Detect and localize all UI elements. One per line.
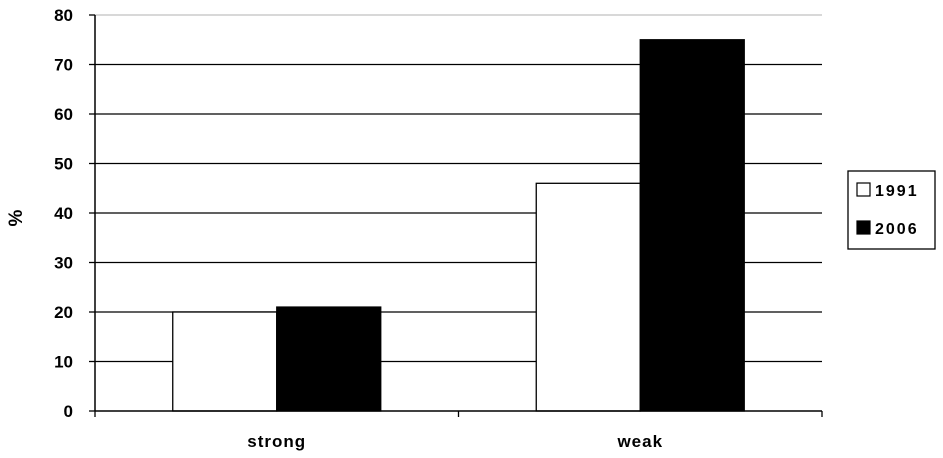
bar-weak-2006 <box>639 39 745 412</box>
y-tick-label: 10 <box>54 353 73 372</box>
legend-box <box>847 170 936 250</box>
y-tick-label: 20 <box>54 303 73 322</box>
y-tick-label: 30 <box>54 254 73 273</box>
bar-strong-2006 <box>276 306 382 412</box>
y-tick-label: 80 <box>54 6 73 25</box>
y-axis-label: % <box>6 209 27 226</box>
y-tick-label: 50 <box>54 155 73 174</box>
y-tick-label: 70 <box>54 56 73 75</box>
legend-swatch-1991 <box>856 182 871 197</box>
x-tick-label: strong <box>247 432 306 451</box>
axes <box>89 14 823 417</box>
legend-label: 1991 <box>875 183 919 200</box>
x-tick-labels: strong weak <box>247 432 663 451</box>
y-tick-label: 40 <box>54 204 73 223</box>
legend: 1991 2006 <box>847 170 936 250</box>
y-tick-labels: 0 10 20 30 40 50 60 70 80 <box>54 6 73 421</box>
x-tick-label: weak <box>616 432 663 451</box>
y-tick-label: 0 <box>64 402 73 421</box>
bar-weak-1991 <box>535 182 641 412</box>
bar-strong-1991 <box>172 311 278 412</box>
legend-swatch-2006 <box>856 220 871 235</box>
bars <box>172 39 745 412</box>
y-tick-label: 60 <box>54 105 73 124</box>
legend-label: 2006 <box>875 221 919 238</box>
